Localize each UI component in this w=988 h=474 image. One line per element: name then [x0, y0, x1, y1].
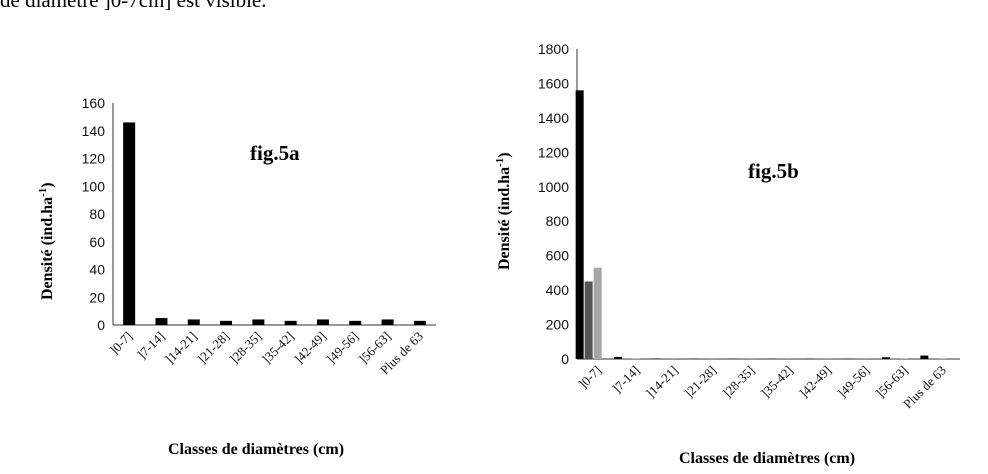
y-tick-label-a: 100: [82, 178, 106, 194]
x-tick-label-a: ]21-28]: [194, 329, 232, 367]
x-tick-label-b: ]0-7]: [575, 363, 604, 392]
y-tick-label-a: 120: [82, 151, 106, 167]
y-tick-label-b: 1600: [538, 75, 569, 91]
bar-a: [413, 320, 426, 325]
y-tick-label-b: 1000: [538, 179, 569, 195]
y-tick-label-b: 1800: [538, 41, 569, 57]
bar-b: [920, 355, 929, 359]
x-tick-label-a: ]0-7]: [106, 329, 135, 358]
x-tick-label-a: ]42-49]: [291, 329, 329, 367]
top-text: de diamètre ]0-7cm] est visible.: [0, 0, 267, 12]
fig-5b-label: fig.5b: [748, 159, 799, 183]
bar-a: [381, 319, 394, 325]
fig-5a-label: fig.5a: [250, 141, 300, 165]
y-axis-title-5a: Densité (ind.ha-1): [37, 182, 56, 300]
x-tick-label-b: ]49-56]: [834, 363, 872, 401]
bar-b: [593, 267, 602, 359]
bar-b: [575, 90, 584, 359]
x-tick-label-b: ]35-42]: [758, 363, 796, 401]
x-tick-label-b: ]21-28]: [681, 363, 719, 401]
x-tick-label-b: ]28-35]: [719, 363, 757, 401]
bar-a: [349, 320, 362, 325]
y-tick-label-a: 140: [82, 123, 106, 139]
bar-a: [252, 319, 265, 325]
x-tick-label-a: ]49-56]: [323, 329, 361, 367]
bar-b: [882, 357, 891, 359]
y-tick-label-b: 0: [561, 351, 569, 367]
y-tick-label-a: 60: [89, 234, 105, 250]
y-tick-label-b: 200: [546, 317, 570, 333]
x-axis-title-5a: Classes de diamètres (cm): [168, 441, 344, 458]
x-tick-label-b: ]7-14]: [609, 363, 643, 397]
y-tick-label-a: 80: [89, 206, 105, 222]
bar-b: [584, 281, 593, 359]
y-tick-label-a: 20: [89, 289, 105, 305]
y-tick-label-b: 400: [546, 282, 570, 298]
y-tick-label-b: 1200: [538, 144, 569, 160]
x-tick-label-a: ]14-21]: [162, 329, 200, 367]
bar-b: [613, 356, 622, 359]
y-tick-label-b: 800: [546, 213, 570, 229]
y-tick-label-a: 40: [89, 262, 105, 278]
bar-a: [155, 318, 168, 325]
y-axis-title-5b: Densité (ind.ha-1): [494, 152, 513, 270]
chart-5b: 0 200 400 600 800 1000 1200 1400 1600 1800 ]0-7]]…: [494, 41, 960, 467]
y-tick-label-b: 600: [546, 248, 570, 264]
x-tick-label-a: ]35-42]: [259, 329, 297, 367]
x-tick-label-a: ]28-35]: [226, 329, 264, 367]
bar-a: [123, 122, 136, 325]
bar-a: [284, 320, 297, 325]
y-tick-label-b: 1400: [538, 110, 569, 126]
y-tick-label-a: 0: [97, 317, 105, 333]
bar-a: [316, 319, 329, 325]
y-tick-label-a: 160: [82, 95, 106, 111]
bar-a: [220, 320, 233, 325]
x-axis-title-5b: Classes de diamètres (cm): [679, 450, 855, 467]
bar-b: [652, 358, 661, 359]
bar-a: [187, 319, 200, 325]
x-tick-label-b: ]42-49]: [796, 363, 834, 401]
x-tick-label-b: ]14-21]: [643, 363, 681, 401]
